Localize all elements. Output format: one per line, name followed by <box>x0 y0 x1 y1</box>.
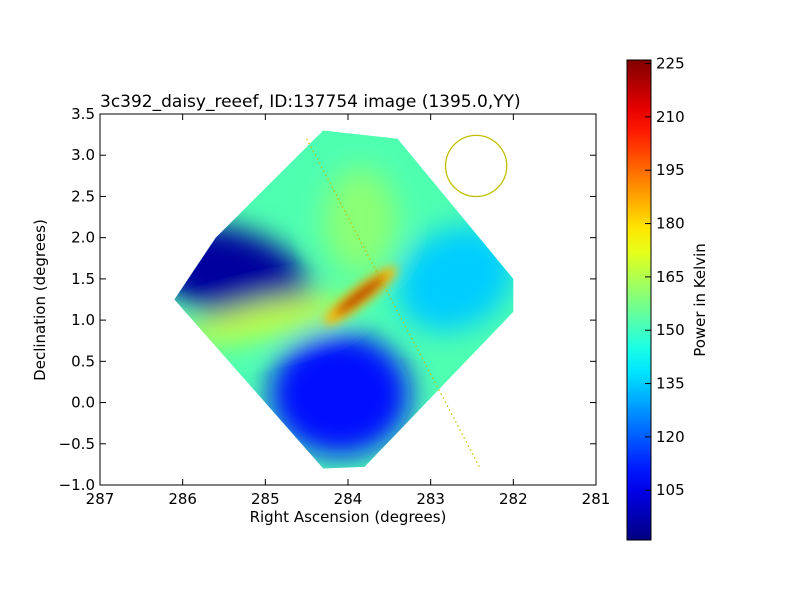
y-axis: −1.0 −0.5 0.0 0.5 1.0 1.5 2.0 2.5 3.0 3.5 <box>59 105 596 494</box>
y-tick-label: 3.0 <box>71 146 95 164</box>
colorbar-tick-label: 120 <box>656 428 685 446</box>
colorbar-tick-label: 135 <box>656 375 685 393</box>
beam-circle <box>444 134 508 198</box>
y-tick-label: 1.5 <box>71 270 95 288</box>
y-axis-label: Declination (degrees) <box>31 219 49 381</box>
x-tick-label: 282 <box>499 490 528 508</box>
y-tick-label: 3.5 <box>71 105 95 123</box>
colorbar-tick-label: 180 <box>656 215 685 233</box>
x-tick-label: 284 <box>334 490 363 508</box>
x-tick-label: 287 <box>86 490 115 508</box>
y-tick-label: 1.0 <box>71 311 95 329</box>
y-tick-label: 0.0 <box>71 394 95 412</box>
field-left-warm-arc <box>180 295 351 345</box>
colorbar-tick-label: 225 <box>656 55 685 73</box>
y-tick-label: 2.0 <box>71 229 95 247</box>
colorbar-tick-label: 105 <box>656 481 685 499</box>
x-axis: 287 286 285 284 283 282 281 <box>86 114 611 508</box>
x-tick-label: 285 <box>251 490 280 508</box>
chart-title: 3c392_daisy_reeef, ID:137754 image (1395… <box>100 92 521 112</box>
x-tick-label: 281 <box>582 490 611 508</box>
colorbar <box>627 60 651 540</box>
colorbar-tick-label: 150 <box>656 321 685 339</box>
x-tick-label: 286 <box>168 490 197 508</box>
colorbar-label: Power in Kelvin <box>691 243 709 357</box>
y-tick-label: 0.5 <box>71 352 95 370</box>
x-axis-label: Right Ascension (degrees) <box>250 508 447 526</box>
source-core <box>335 275 386 316</box>
colorbar-tick-label: 165 <box>656 268 685 286</box>
scan-line <box>306 138 481 469</box>
field-upper-warm-lobe <box>323 167 398 275</box>
colorbar-frame <box>626 59 652 541</box>
y-tick-label: −0.5 <box>59 435 95 453</box>
field-lower-cold-lobe <box>269 332 410 457</box>
field-right-lobe <box>396 226 514 332</box>
y-tick-label: −1.0 <box>59 476 95 494</box>
colorbar-ticks: 105 120 135 150 165 180 195 210 225 <box>645 55 685 499</box>
x-tick-label: 283 <box>416 490 445 508</box>
y-tick-label: 2.5 <box>71 187 95 205</box>
colorbar-tick-label: 210 <box>656 108 685 126</box>
colorbar-tick-label: 195 <box>656 161 685 179</box>
